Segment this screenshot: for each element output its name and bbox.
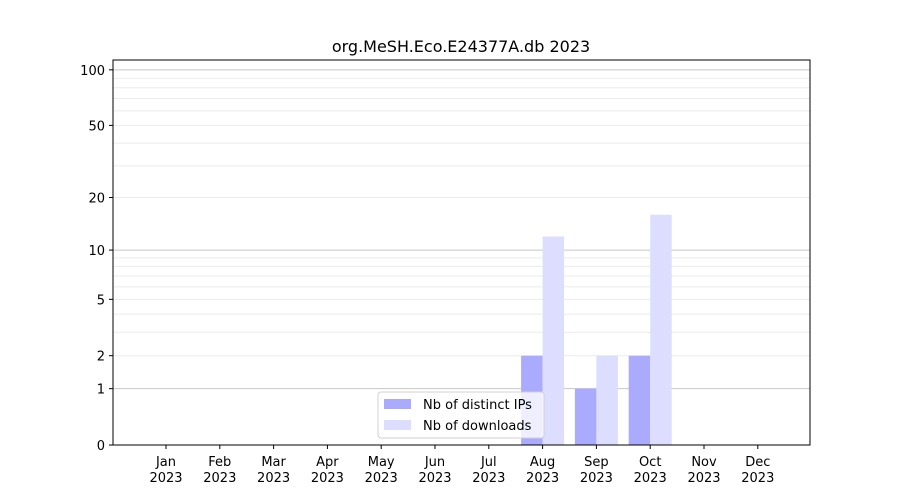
x-tick-label: Jan 2023: [149, 455, 182, 486]
y-tick-label: 100: [80, 64, 105, 79]
y-tick-label: 5: [97, 293, 105, 308]
x-tick-label: Nov 2023: [687, 455, 720, 486]
x-tick-label: Jun 2023: [418, 455, 451, 486]
gridlines: [113, 69, 810, 390]
x-tick-label: Aug 2023: [526, 455, 559, 486]
x-tick-label: Apr 2023: [311, 455, 344, 486]
bar-distinct-ips: [574, 388, 597, 445]
y-tick-label: 20: [88, 192, 105, 207]
y-axis: 0 1 2 5 10 20 50 100: [80, 64, 113, 454]
x-tick-label: May 2023: [365, 455, 398, 486]
x-tick-label: Oct 2023: [634, 455, 667, 486]
legend-swatch: [384, 420, 411, 430]
x-tick-label: Mar 2023: [257, 455, 290, 486]
legend-label: Nb of distinct IPs: [423, 398, 532, 413]
legend-label: Nb of downloads: [423, 419, 532, 434]
y-tick-label: 50: [88, 119, 105, 134]
bar-downloads: [596, 355, 618, 445]
bar-downloads: [542, 236, 565, 445]
x-tick-label: Dec 2023: [741, 455, 774, 486]
bar-downloads: [650, 214, 672, 445]
legend: Nb of distinct IPs Nb of downloads: [377, 391, 545, 439]
x-axis: Jan 2023 Feb 2023 Mar 2023 Apr 2023 May 2023 Jun 20…: [149, 445, 774, 486]
legend-box: [377, 391, 545, 439]
y-tick-label: 2: [97, 350, 105, 365]
y-tick-label: 0: [97, 439, 105, 454]
x-tick-label: Sep 2023: [580, 455, 613, 486]
y-tick-label: 10: [88, 244, 105, 259]
y-tick-label: 1: [97, 383, 105, 398]
bar-distinct-ips: [628, 355, 651, 445]
x-tick-label: Feb 2023: [203, 455, 236, 486]
plot-frame: [112, 59, 811, 446]
legend-swatch: [384, 399, 411, 409]
chart-title: org.MeSH.Eco.E24377A.db 2023: [332, 37, 590, 56]
x-tick-label: Jul 2023: [472, 455, 505, 486]
